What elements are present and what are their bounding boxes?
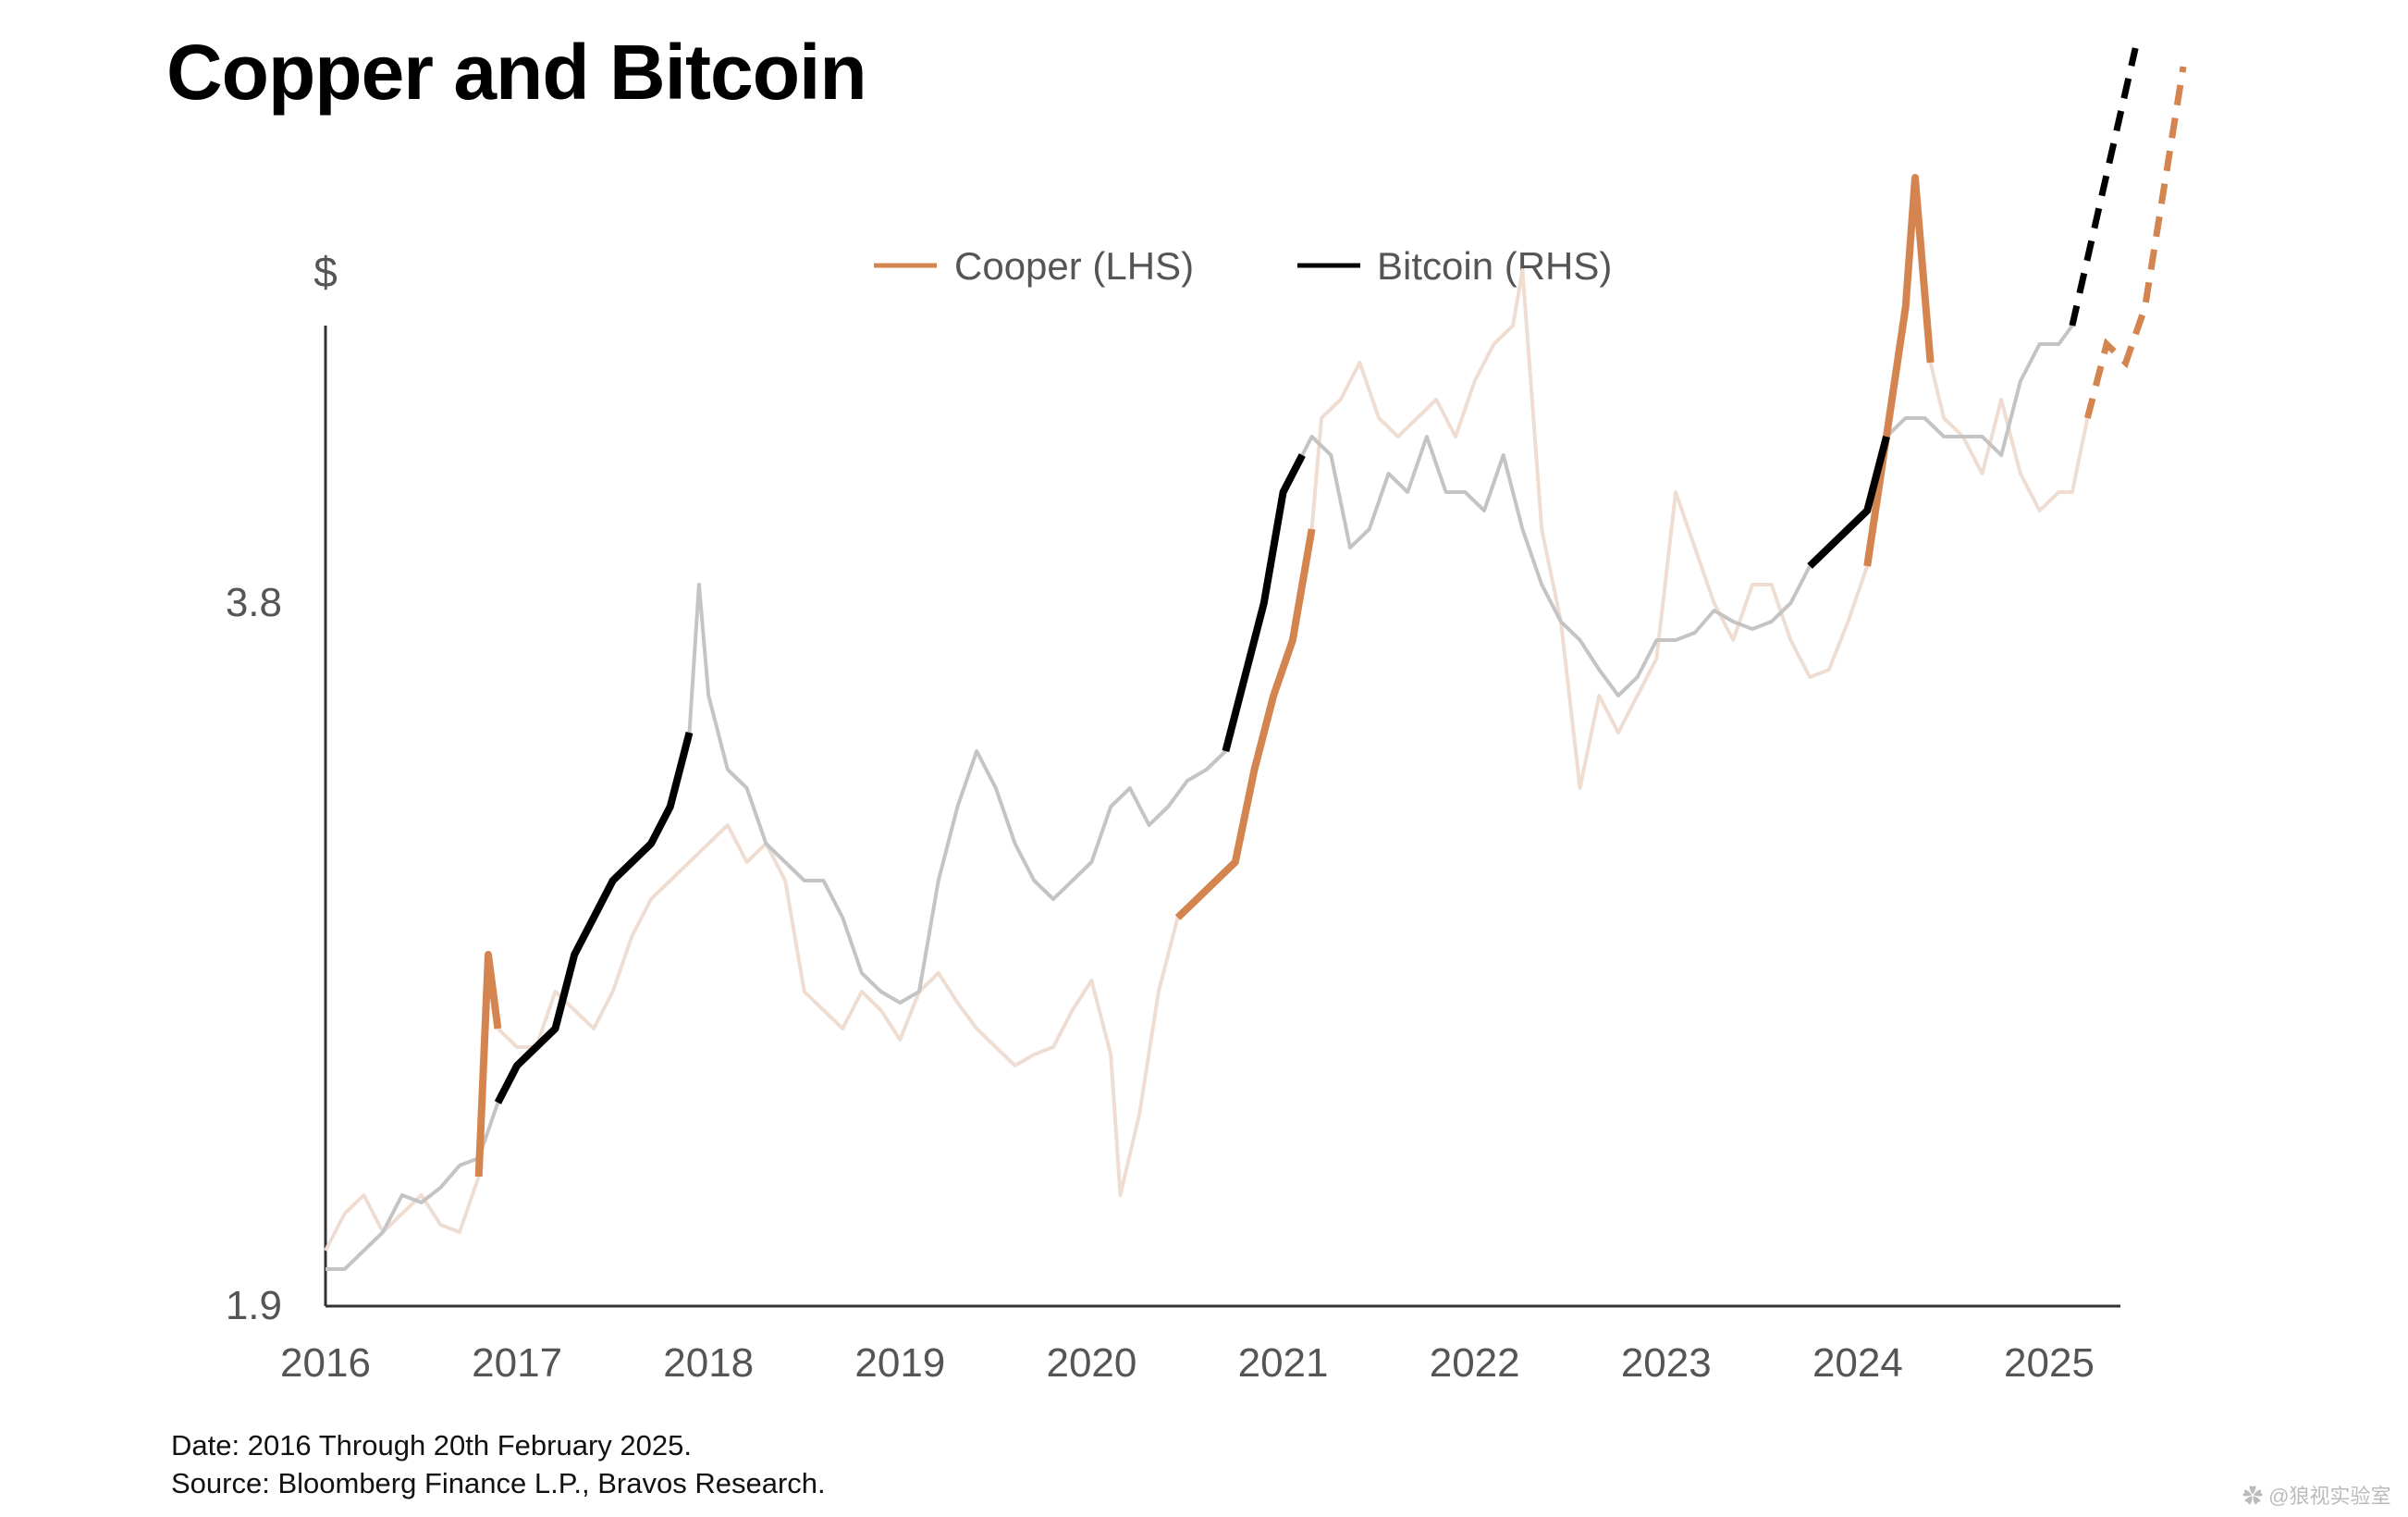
y-tick-label: 1.9 [226,1283,282,1328]
bitcoin-highlight-segment [1807,435,1890,569]
copper-highlight-segment [474,951,502,1178]
axes [324,326,2120,1308]
copper-projection-line [2084,66,2187,419]
x-tick-label: 2019 [854,1340,945,1386]
legend-bitcoin-label: Bitcoin (RHS) [1377,244,1612,288]
chart-title: Copper and Bitcoin [166,29,867,116]
copper-highlight-segment [1863,174,1935,567]
footer-source-note: Source: Bloomberg Finance L.P., Bravos R… [171,1467,826,1499]
y-tick-label: 3.8 [226,580,282,625]
x-tick-label: 2020 [1046,1340,1136,1386]
x-tick-label: 2018 [663,1340,754,1386]
series-group [324,47,2187,1271]
bitcoin-series-line-faded [326,324,2074,1271]
ticks: 2016 2017 2018 2019 2020 2021 2022 2023 2024 2025… [226,580,2095,1386]
legend-copper-label: Cooper (LHS) [954,244,1194,288]
footer: Date: 2016 Through 20th February 2025. S… [171,1426,826,1502]
footer-date-note: Date: 2016 Through 20th February 2025. [171,1429,692,1462]
x-tick-label: 2022 [1430,1340,1520,1386]
bitcoin-highlight-segment [1222,453,1306,753]
x-tick-label: 2017 [472,1340,562,1386]
watermark: ✿ @狼视实验室 [2242,1485,2391,1508]
y-axis-unit-label: $ [313,248,338,296]
x-tick-label: 2023 [1621,1340,1712,1386]
bitcoin-highlight-segment [494,731,694,1104]
x-tick-label: 2016 [280,1340,371,1386]
x-tick-label: 2021 [1238,1340,1329,1386]
copper-highlight-segment [1174,528,1316,920]
x-tick-label: 2024 [1812,1340,1903,1386]
legend: Cooper (LHS) Bitcoin (RHS) [874,244,1612,288]
x-tick-label: 2025 [2004,1340,2095,1386]
copper-series-line-faded [324,176,2090,1252]
bitcoin-projection-line [2069,47,2139,327]
